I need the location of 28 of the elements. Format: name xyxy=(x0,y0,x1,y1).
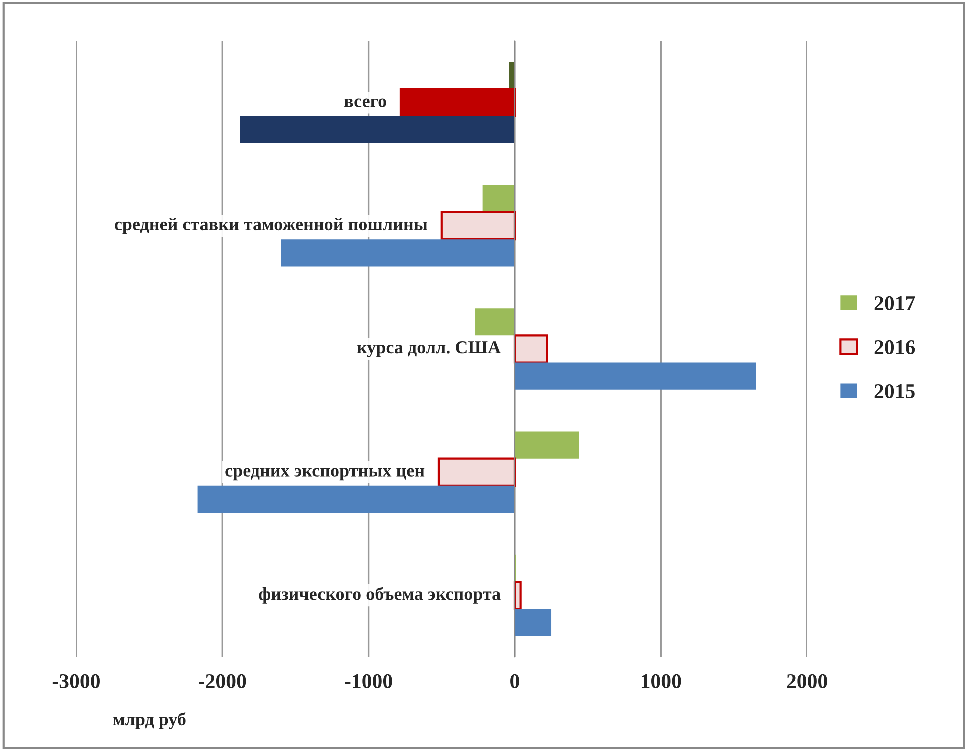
bar xyxy=(482,185,515,213)
y-tick-label: средних экспортных цен xyxy=(226,468,425,481)
bar xyxy=(240,116,515,144)
y-tick-label: физического объема экспорта xyxy=(259,587,501,604)
y-tick-label: курса долл. США xyxy=(357,342,501,358)
x-tick-label: -1000 xyxy=(345,674,392,688)
bar xyxy=(514,334,548,364)
bar xyxy=(476,308,515,336)
legend-label: 2017 xyxy=(874,296,916,310)
legend-label: 2016 xyxy=(874,340,916,354)
bar xyxy=(440,211,516,241)
y-tick-label: всего xyxy=(344,98,386,108)
x-tick-label: 0 xyxy=(510,674,520,688)
x-axis-title: млрд руб xyxy=(113,712,186,730)
y-tick-label: средней ставки таможенной пошлины xyxy=(115,218,428,234)
bar xyxy=(509,62,515,90)
x-tick-label: -2000 xyxy=(199,674,246,688)
legend-label: 2015 xyxy=(874,384,915,399)
x-tick-label: 2000 xyxy=(787,674,828,688)
bar xyxy=(514,609,552,636)
x-tick-label: 1000 xyxy=(642,674,682,688)
bar xyxy=(514,432,580,459)
bar xyxy=(198,486,515,514)
bar xyxy=(514,362,756,390)
bar xyxy=(281,240,515,267)
bar xyxy=(400,88,516,118)
x-tick-label: -3000 xyxy=(52,674,100,688)
bar xyxy=(438,458,516,487)
